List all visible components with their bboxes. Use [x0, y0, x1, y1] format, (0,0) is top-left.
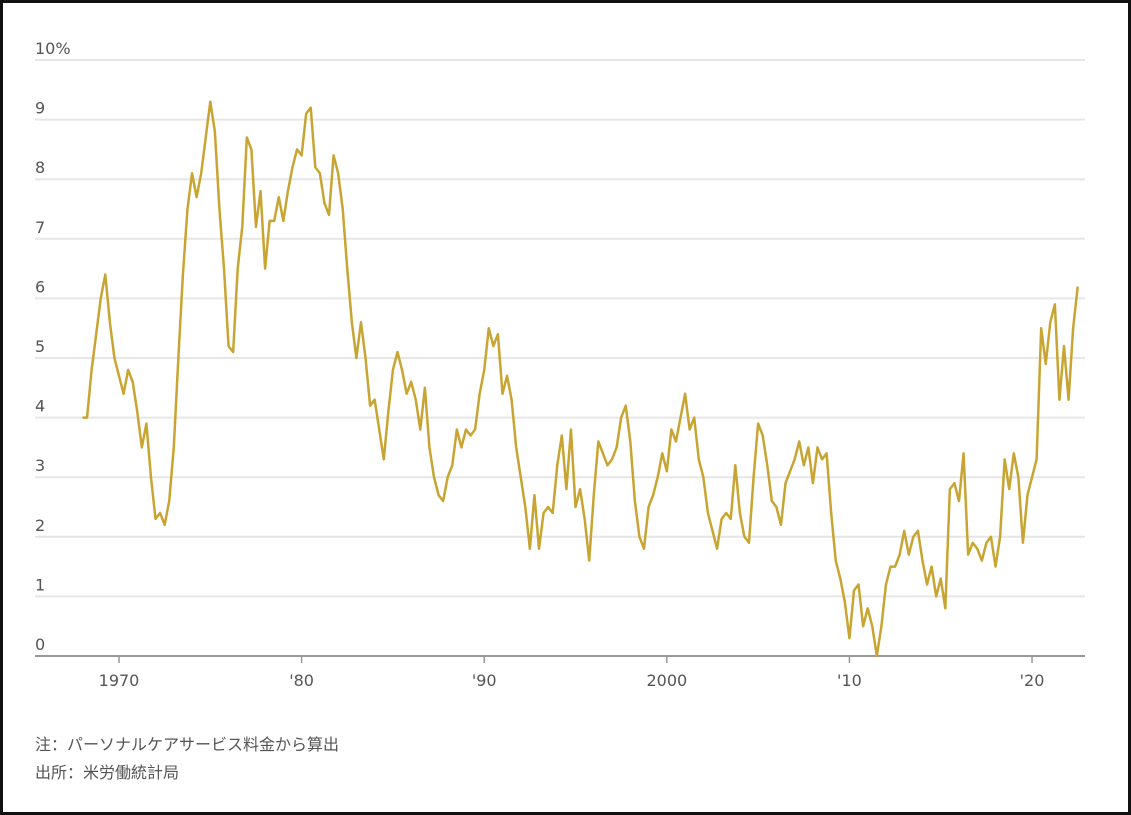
y-tick-label: 9 — [35, 99, 45, 118]
y-tick-label: 7 — [35, 218, 45, 237]
y-tick-label: 3 — [35, 456, 45, 475]
y-tick-label: 6 — [35, 277, 45, 296]
note: 注：パーソナルケアサービス料金から算出 — [35, 735, 339, 754]
x-tick-label: '10 — [837, 671, 862, 690]
y-tick-label: 2 — [35, 516, 45, 535]
x-tick-label: '90 — [472, 671, 497, 690]
y-tick-label: 8 — [35, 158, 45, 177]
x-tick-label: '20 — [1020, 671, 1045, 690]
y-tick-label: 10% — [35, 39, 71, 58]
y-tick-label: 0 — [35, 635, 45, 654]
line — [82, 100, 1079, 658]
y-tick-label: 4 — [35, 397, 45, 416]
x-tick-label: 1970 — [99, 671, 140, 690]
x-tick-label: '80 — [289, 671, 314, 690]
source: 出所：米労働統計局 — [35, 763, 179, 782]
y-tick-label: 5 — [35, 337, 45, 356]
x-tick-label: 2000 — [646, 671, 687, 690]
y-tick-label: 1 — [35, 575, 45, 594]
